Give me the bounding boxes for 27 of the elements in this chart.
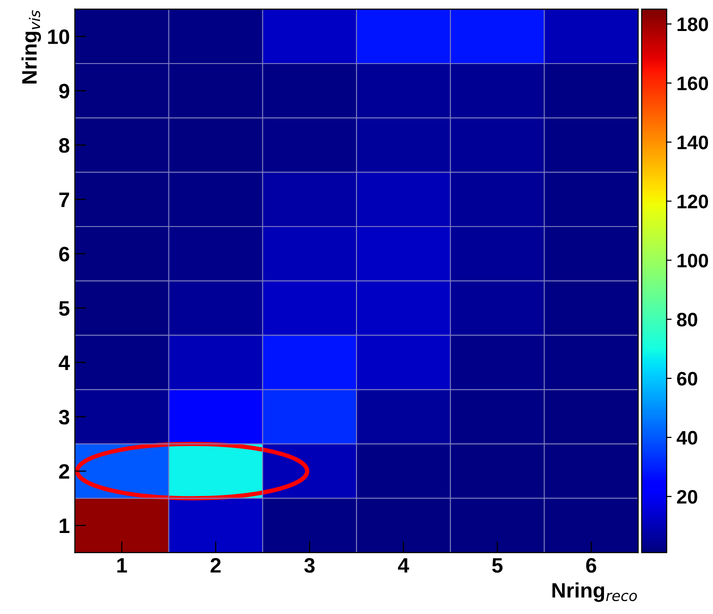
y-tick-label: 1 [60,518,70,533]
y-axis-title: Nring$_{vis}$ [21,10,41,84]
x-tick-label: 4 [398,558,410,573]
color-bar-label: 40 [676,430,698,445]
x-tick-label: 1 [117,558,128,573]
y-tick-label: 9 [59,84,70,98]
color-bar-label: 80 [676,312,698,327]
y-tick-label: 4 [58,356,70,370]
color-bar-label: 180 [678,17,708,32]
y-tick-label: 2 [59,464,70,479]
y-tick-label: 8 [59,138,70,153]
color-bar-label: 20 [677,490,698,504]
y-tick-label: 10 [48,29,70,44]
color-bar-label: 60 [677,372,698,386]
x-tick-label: 3 [304,558,315,573]
x-tick-label: 2 [210,558,221,573]
color-bar-label: 120 [678,194,708,208]
x-tick-label: 5 [492,558,503,573]
x-axis-title: Nring$_{reco}$ [552,582,637,602]
y-tick-label: 7 [59,192,70,207]
y-tick-label: 6 [59,246,70,262]
x-tick-label: 6 [586,558,596,573]
y-tick-label: 5 [59,301,70,316]
y-tick-label: 3 [58,410,70,425]
color-bar-label: 140 [678,136,708,150]
color-bar-label: 160 [678,76,708,90]
color-bar-label: 100 [678,254,708,268]
